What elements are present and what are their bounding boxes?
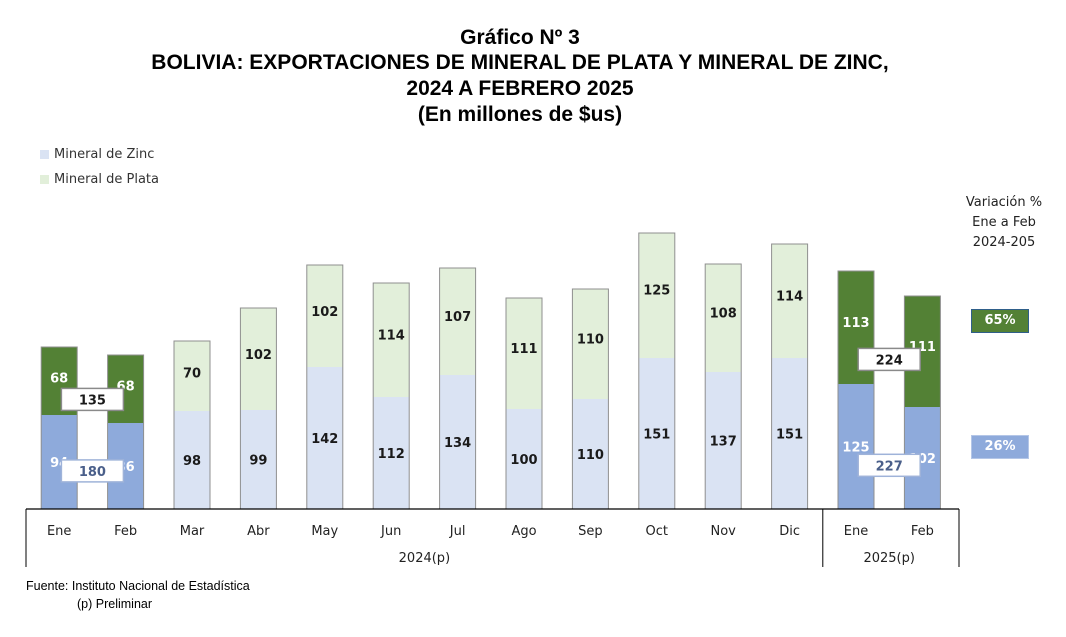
bar-zinc-6: [439, 375, 476, 509]
data-label-plata-7: 111: [510, 342, 537, 357]
total-box-3: [857, 453, 921, 478]
variation-zinc-badge: 26%: [971, 435, 1029, 459]
total-box-0: [60, 387, 125, 412]
data-label-zinc-9: 151: [643, 428, 670, 443]
bar-plata-11: [771, 244, 808, 358]
bar-zinc-5: [373, 397, 410, 509]
data-label-plata-6: 107: [444, 310, 471, 325]
legend-label-plata: Mineral de Plata: [54, 172, 159, 187]
data-label-zinc-10: 137: [710, 435, 737, 450]
x-group-label-0: 2024(p): [399, 551, 450, 566]
x-tick-label-4: May: [311, 524, 338, 539]
x-tick-label-3: Abr: [247, 524, 270, 539]
bar-zinc-9: [638, 358, 675, 509]
x-tick-label-0: Ene: [47, 524, 71, 539]
total-label-0: 135: [79, 393, 106, 408]
legend-swatch-plata: [40, 175, 49, 184]
legend-item-zinc: Mineral de Zinc: [40, 147, 154, 162]
variation-header-line-3: 2024-205: [972, 235, 1036, 250]
data-label-zinc-4: 142: [311, 432, 338, 447]
total-label-2: 224: [876, 353, 903, 368]
chart-title-line-1: Gráfico Nº 3: [460, 26, 580, 49]
data-label-zinc-8: 110: [577, 448, 604, 463]
data-label-zinc-3: 99: [249, 454, 267, 469]
data-label-plata-11: 114: [776, 289, 803, 304]
bar-plata-2: [174, 341, 210, 411]
variation-header: Variación % Ene a Feb 2024-205: [960, 193, 1048, 253]
total-label-1: 180: [79, 465, 106, 480]
bar-plata-8: [572, 289, 609, 399]
data-label-zinc-11: 151: [776, 428, 803, 443]
chart-title-line-3: 2024 A FEBRERO 2025: [406, 77, 634, 100]
bar-zinc-7: [506, 409, 542, 509]
x-tick-label-9: Oct: [646, 524, 668, 539]
x-tick-label-7: Ago: [511, 524, 536, 539]
data-label-plata-0: 68: [50, 372, 68, 387]
bar-zinc-11: [771, 358, 808, 509]
data-label-plata-5: 114: [378, 328, 405, 343]
x-tick-label-13: Feb: [911, 524, 934, 539]
x-tick-label-5: Jun: [380, 524, 401, 539]
x-tick-label-2: Mar: [180, 524, 205, 539]
data-label-plata-10: 108: [710, 307, 737, 322]
data-label-plata-9: 125: [643, 283, 670, 298]
legend-label-zinc: Mineral de Zinc: [54, 147, 155, 162]
x-tick-label-10: Nov: [711, 524, 737, 539]
data-label-plata-2: 70: [183, 367, 201, 382]
bar-zinc-10: [705, 372, 742, 509]
data-label-zinc-6: 134: [444, 436, 471, 451]
x-tick-label-6: Jul: [449, 524, 466, 539]
data-label-plata-3: 102: [245, 348, 272, 363]
chart-title-line-2: BOLIVIA: EXPORTACIONES DE MINERAL DE PLA…: [151, 51, 889, 74]
footer-source: Fuente: Instituto Nacional de Estadístic…: [26, 579, 250, 593]
x-group-label-1: 2025(p): [863, 551, 914, 566]
x-tick-label-12: Ene: [844, 524, 868, 539]
bar-plata-10: [705, 264, 742, 372]
legend-swatch-zinc: [40, 150, 49, 159]
chart-title-line-4: (En millones de $us): [417, 103, 623, 126]
bar-zinc-4: [306, 367, 343, 509]
variation-plata-badge: 65%: [971, 309, 1029, 333]
bar-plata-5: [373, 283, 410, 397]
variation-header-line-2: Ene a Feb: [972, 215, 1036, 230]
total-box-1: [60, 459, 125, 483]
bar-zinc-2: [174, 411, 210, 509]
legend-item-plata: Mineral de Plata: [40, 172, 159, 187]
data-label-zinc-2: 98: [183, 454, 201, 469]
x-tick-label-8: Sep: [578, 524, 603, 539]
data-label-zinc-12: 125: [842, 441, 869, 456]
data-label-zinc-5: 112: [378, 447, 405, 462]
bar-plata-3: [240, 308, 277, 410]
bar-plata-6: [439, 268, 476, 375]
bar-zinc-3: [240, 410, 277, 509]
bar-plata-4: [306, 265, 343, 367]
footer-note: (p) Preliminar: [77, 597, 153, 611]
x-tick-label-11: Dic: [779, 524, 800, 539]
data-label-zinc-7: 100: [510, 453, 537, 468]
data-label-plata-4: 102: [311, 305, 338, 320]
total-label-3: 227: [876, 459, 903, 474]
data-label-plata-8: 110: [577, 333, 604, 348]
data-label-plata-12: 113: [842, 316, 869, 331]
total-box-2: [857, 347, 921, 372]
bar-plata-9: [638, 233, 675, 358]
bar-zinc-8: [572, 399, 609, 509]
bar-plata-7: [506, 298, 542, 409]
x-tick-label-1: Feb: [114, 524, 137, 539]
bar-zinc-12: [838, 384, 874, 509]
variation-header-line-1: Variación %: [965, 195, 1043, 210]
